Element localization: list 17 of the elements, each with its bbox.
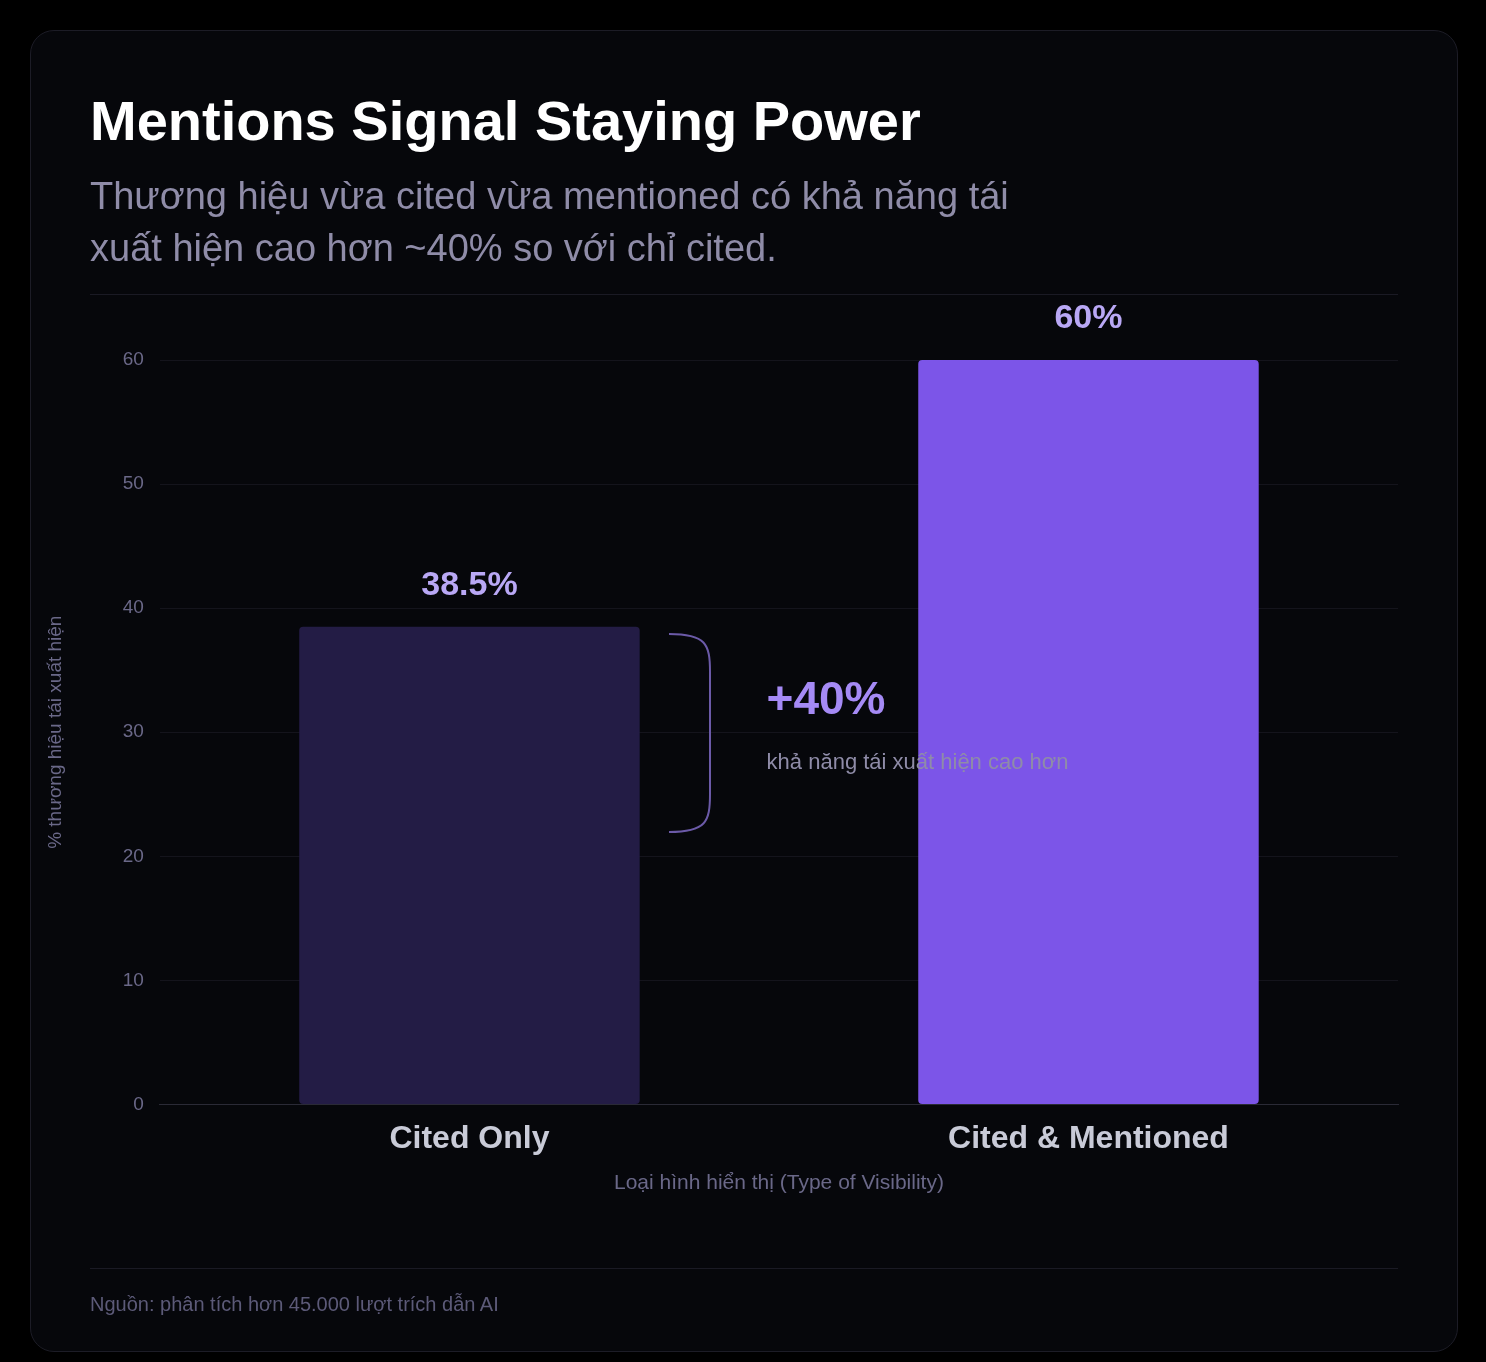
data-label: 60% — [1054, 297, 1123, 336]
y-tick-label: 10 — [122, 968, 144, 990]
y-tick-label: 30 — [122, 720, 144, 742]
chart-subtitle: Thương hiệu vừa cited vừa mentioned có khả năng tái xuất hiện cao hơn ~40% so với chỉ cited. — [90, 174, 1010, 271]
y-tick-label: 50 — [122, 472, 144, 494]
x-tick-label: Cited Only — [389, 1119, 550, 1156]
chart-title: Mentions Signal Staying Power — [90, 88, 921, 153]
y-tick-label: 0 — [133, 1092, 144, 1114]
annotation: +40% — [766, 671, 886, 724]
data-label: 38.5% — [421, 564, 518, 603]
x-tick-label: Cited & Mentioned — [948, 1119, 1229, 1156]
text: Nguồn: phân tích hơn 45.000 lượt trích dẫn AI — [90, 1293, 499, 1316]
y-tick-label: 60 — [122, 348, 144, 370]
y-tick-label: 20 — [122, 844, 144, 866]
y-tick-label: 40 — [122, 596, 144, 618]
y-axis-title: % thương hiệu tái xuất hiện — [43, 615, 65, 849]
x-axis-title: Loại hình hiển thị (Type of Visibility) — [613, 1170, 944, 1194]
